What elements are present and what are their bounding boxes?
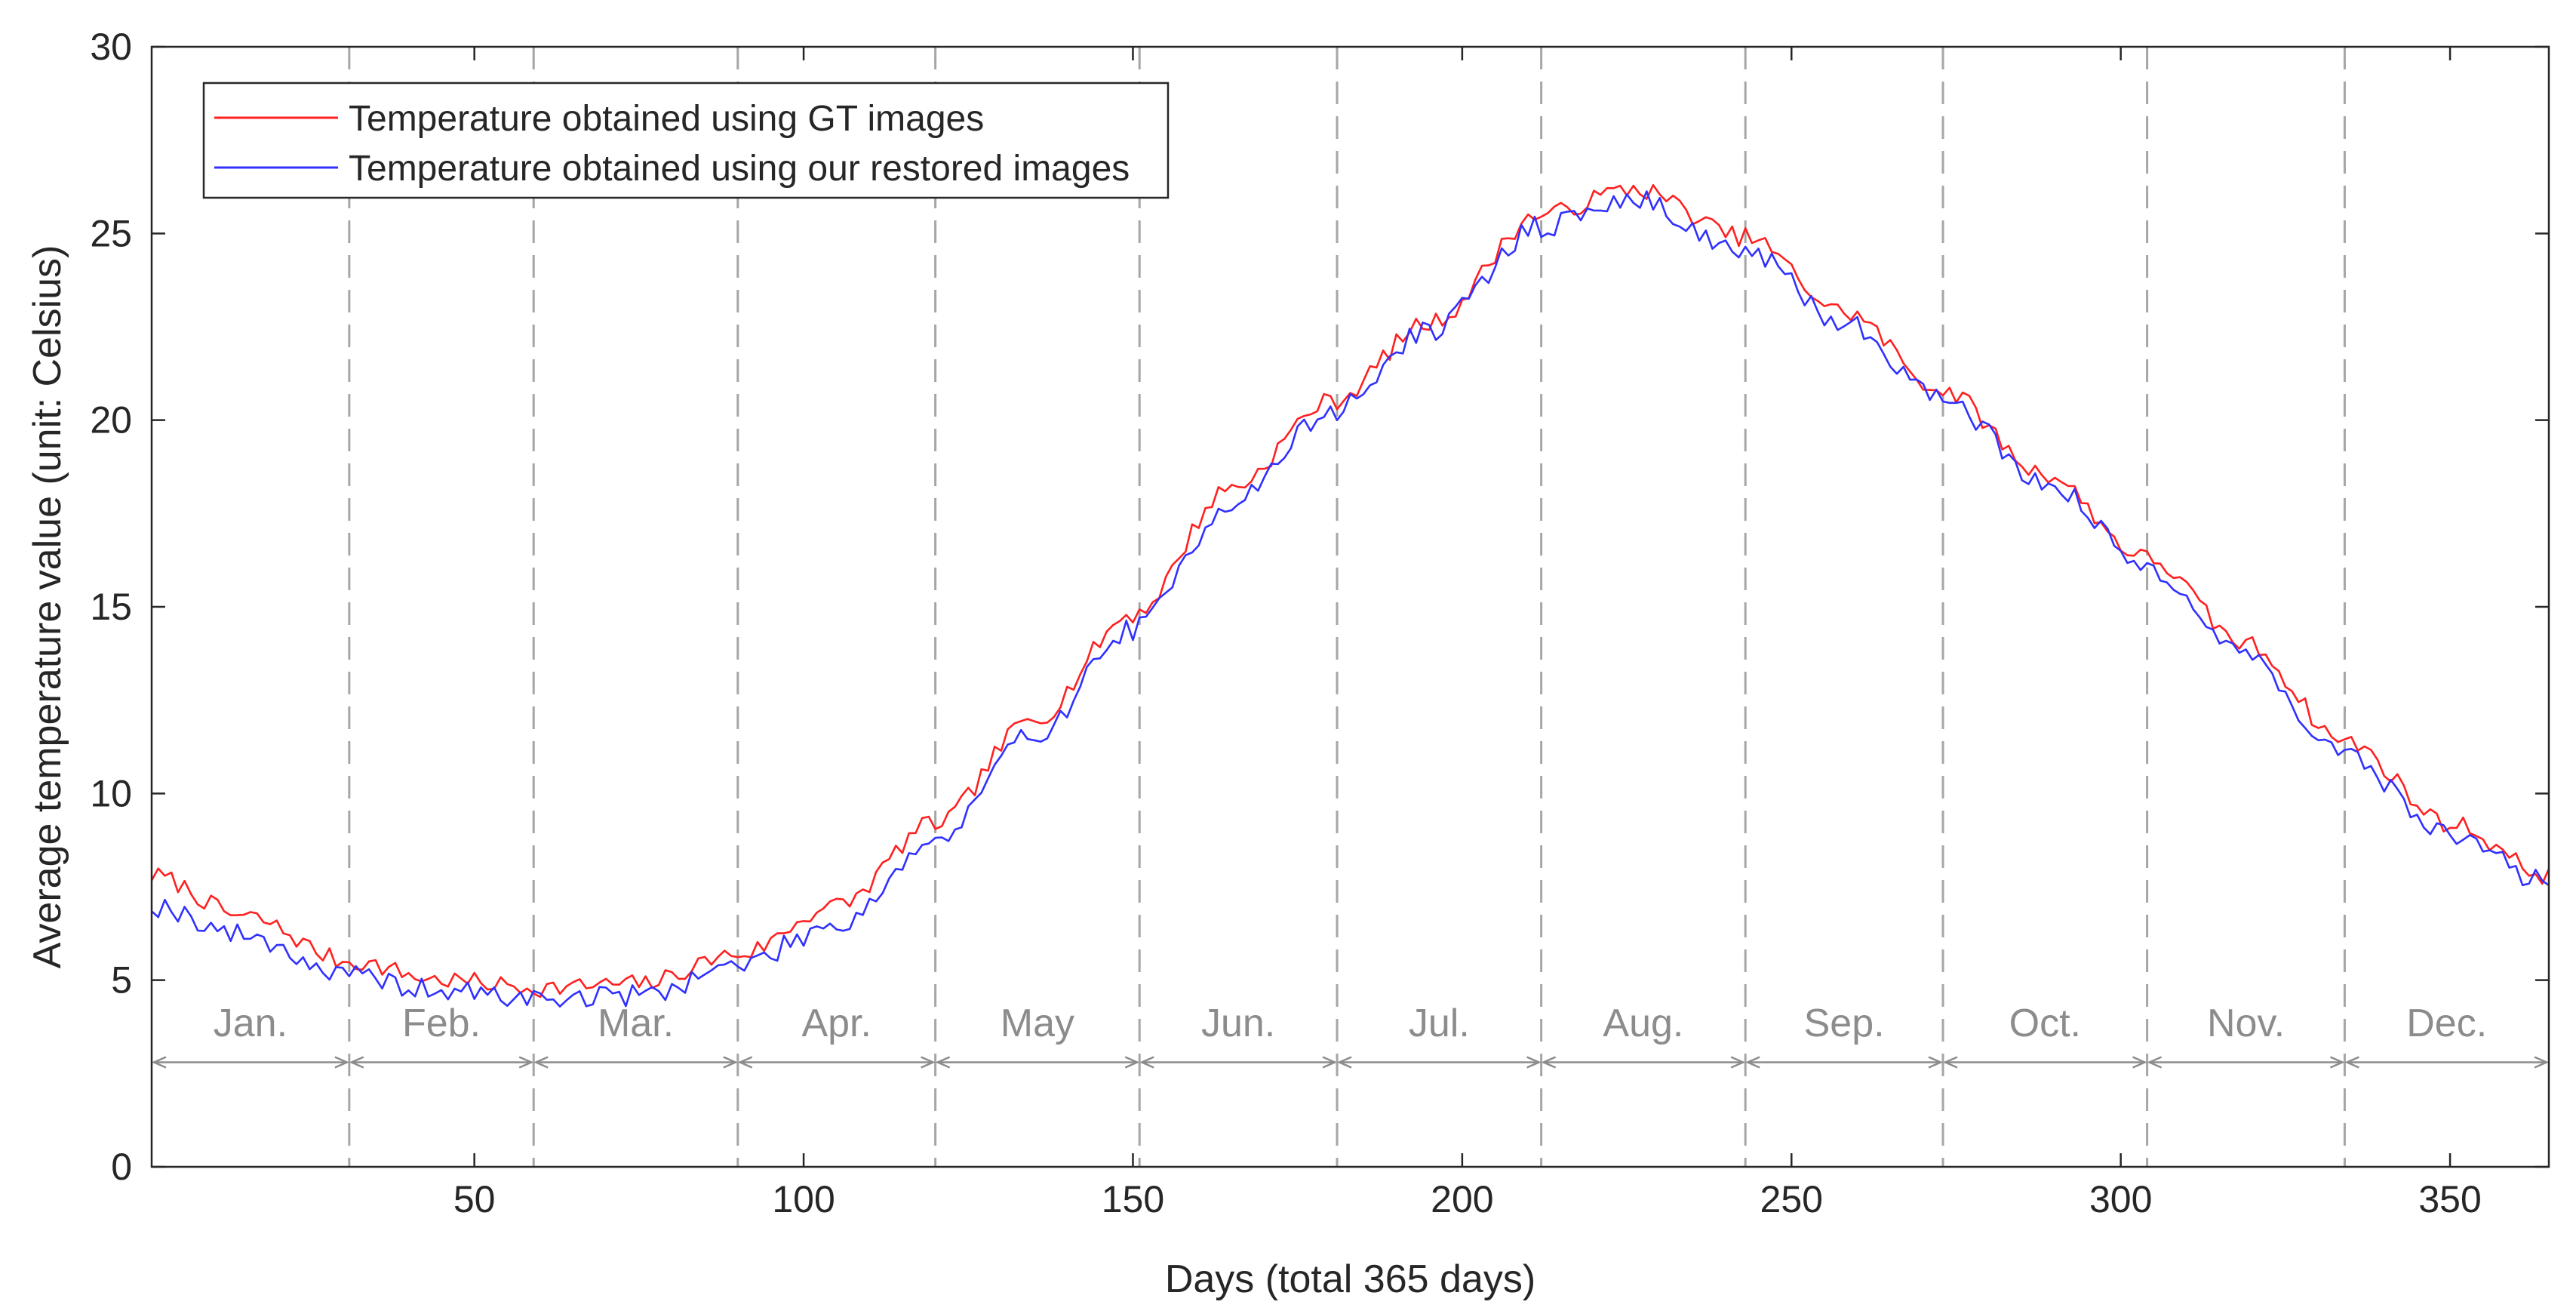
x-tick-label: 150 <box>1102 1178 1164 1220</box>
y-tick-label: 25 <box>90 212 132 254</box>
arrow-head-left <box>1139 1056 1154 1069</box>
arrow-head-left <box>935 1056 951 1069</box>
arrow-head-left <box>737 1056 753 1069</box>
month-divider-lines <box>348 47 2346 1167</box>
month-label: Nov. <box>2207 1002 2285 1045</box>
arrow-head-right <box>2329 1056 2345 1069</box>
y-axis-ticks: 0 5 10 15 20 25 30 <box>90 26 2549 1188</box>
legend: Temperature obtained using GT images Temp… <box>202 82 1170 199</box>
arrow-head-left <box>349 1056 364 1069</box>
y-tick-label: 20 <box>90 399 132 442</box>
arrow-head-right <box>2534 1056 2550 1069</box>
arrow-head-right <box>1526 1056 1542 1069</box>
month-label: Feb. <box>402 1002 481 1045</box>
x-tick-label: 200 <box>1431 1178 1493 1220</box>
legend-label-2: Temperature obtained using our restored … <box>349 149 1130 189</box>
arrow-head-left <box>2344 1056 2359 1069</box>
series-layer <box>150 183 2550 1008</box>
x-tick-label: 250 <box>1760 1178 1823 1220</box>
arrow-head-left <box>2147 1056 2163 1069</box>
arrow-head-right <box>518 1056 534 1069</box>
y-tick-label: 0 <box>111 1146 132 1188</box>
legend-label-1: Temperature obtained using GT images <box>349 99 984 139</box>
y-axis-label: Average temperature value (unit: Celsius… <box>26 245 69 969</box>
month-label: Jul. <box>1409 1002 1470 1045</box>
month-label: Oct. <box>2009 1002 2081 1045</box>
y-tick-label: 15 <box>90 586 132 628</box>
arrow-head-right <box>1322 1056 1338 1069</box>
month-label: Jun. <box>1201 1002 1275 1045</box>
month-label: Aug. <box>1603 1002 1683 1045</box>
y-tick-label: 30 <box>90 26 132 68</box>
month-label: Dec. <box>2406 1002 2487 1045</box>
arrow-head-left <box>1336 1056 1352 1069</box>
x-axis-ticks: 50 100 150 200 250 300 350 <box>453 47 2482 1220</box>
arrow-head-right <box>1730 1056 1746 1069</box>
y-tick-label: 10 <box>90 772 132 814</box>
arrow-head-left <box>1745 1056 1760 1069</box>
arrow-head-left <box>1942 1056 1958 1069</box>
legend-box <box>202 82 1170 199</box>
month-label: May <box>1001 1002 1074 1045</box>
arrow-head-right <box>334 1056 349 1069</box>
arrow-head-right <box>2132 1056 2147 1069</box>
arrow-head-right <box>921 1056 936 1069</box>
arrow-head-left <box>1541 1056 1557 1069</box>
x-axis-label: Days (total 365 days) <box>1165 1257 1535 1301</box>
x-tick-label: 100 <box>772 1178 835 1220</box>
month-label: Mar. <box>598 1002 674 1045</box>
month-span-arrows <box>151 1056 2550 1069</box>
series-line-1 <box>150 183 2550 999</box>
x-tick-label: 300 <box>2089 1178 2152 1220</box>
arrow-head-left <box>151 1056 167 1069</box>
arrow-head-right <box>1928 1056 1944 1069</box>
month-label: Apr. <box>801 1002 871 1045</box>
x-tick-label: 350 <box>2418 1178 2481 1220</box>
x-tick-label: 50 <box>453 1178 496 1220</box>
month-label: Sep. <box>1804 1002 1885 1045</box>
month-label: Jan. <box>214 1002 287 1045</box>
arrow-head-right <box>1124 1056 1140 1069</box>
arrow-head-right <box>723 1056 738 1069</box>
month-labels: Jan. Feb. Mar. Apr. May Jun. Jul. Aug. Sep. Oct. N… <box>214 1002 2487 1045</box>
arrow-head-left <box>533 1056 549 1069</box>
series-line-2 <box>151 190 2550 1008</box>
y-tick-label: 5 <box>111 959 132 1002</box>
